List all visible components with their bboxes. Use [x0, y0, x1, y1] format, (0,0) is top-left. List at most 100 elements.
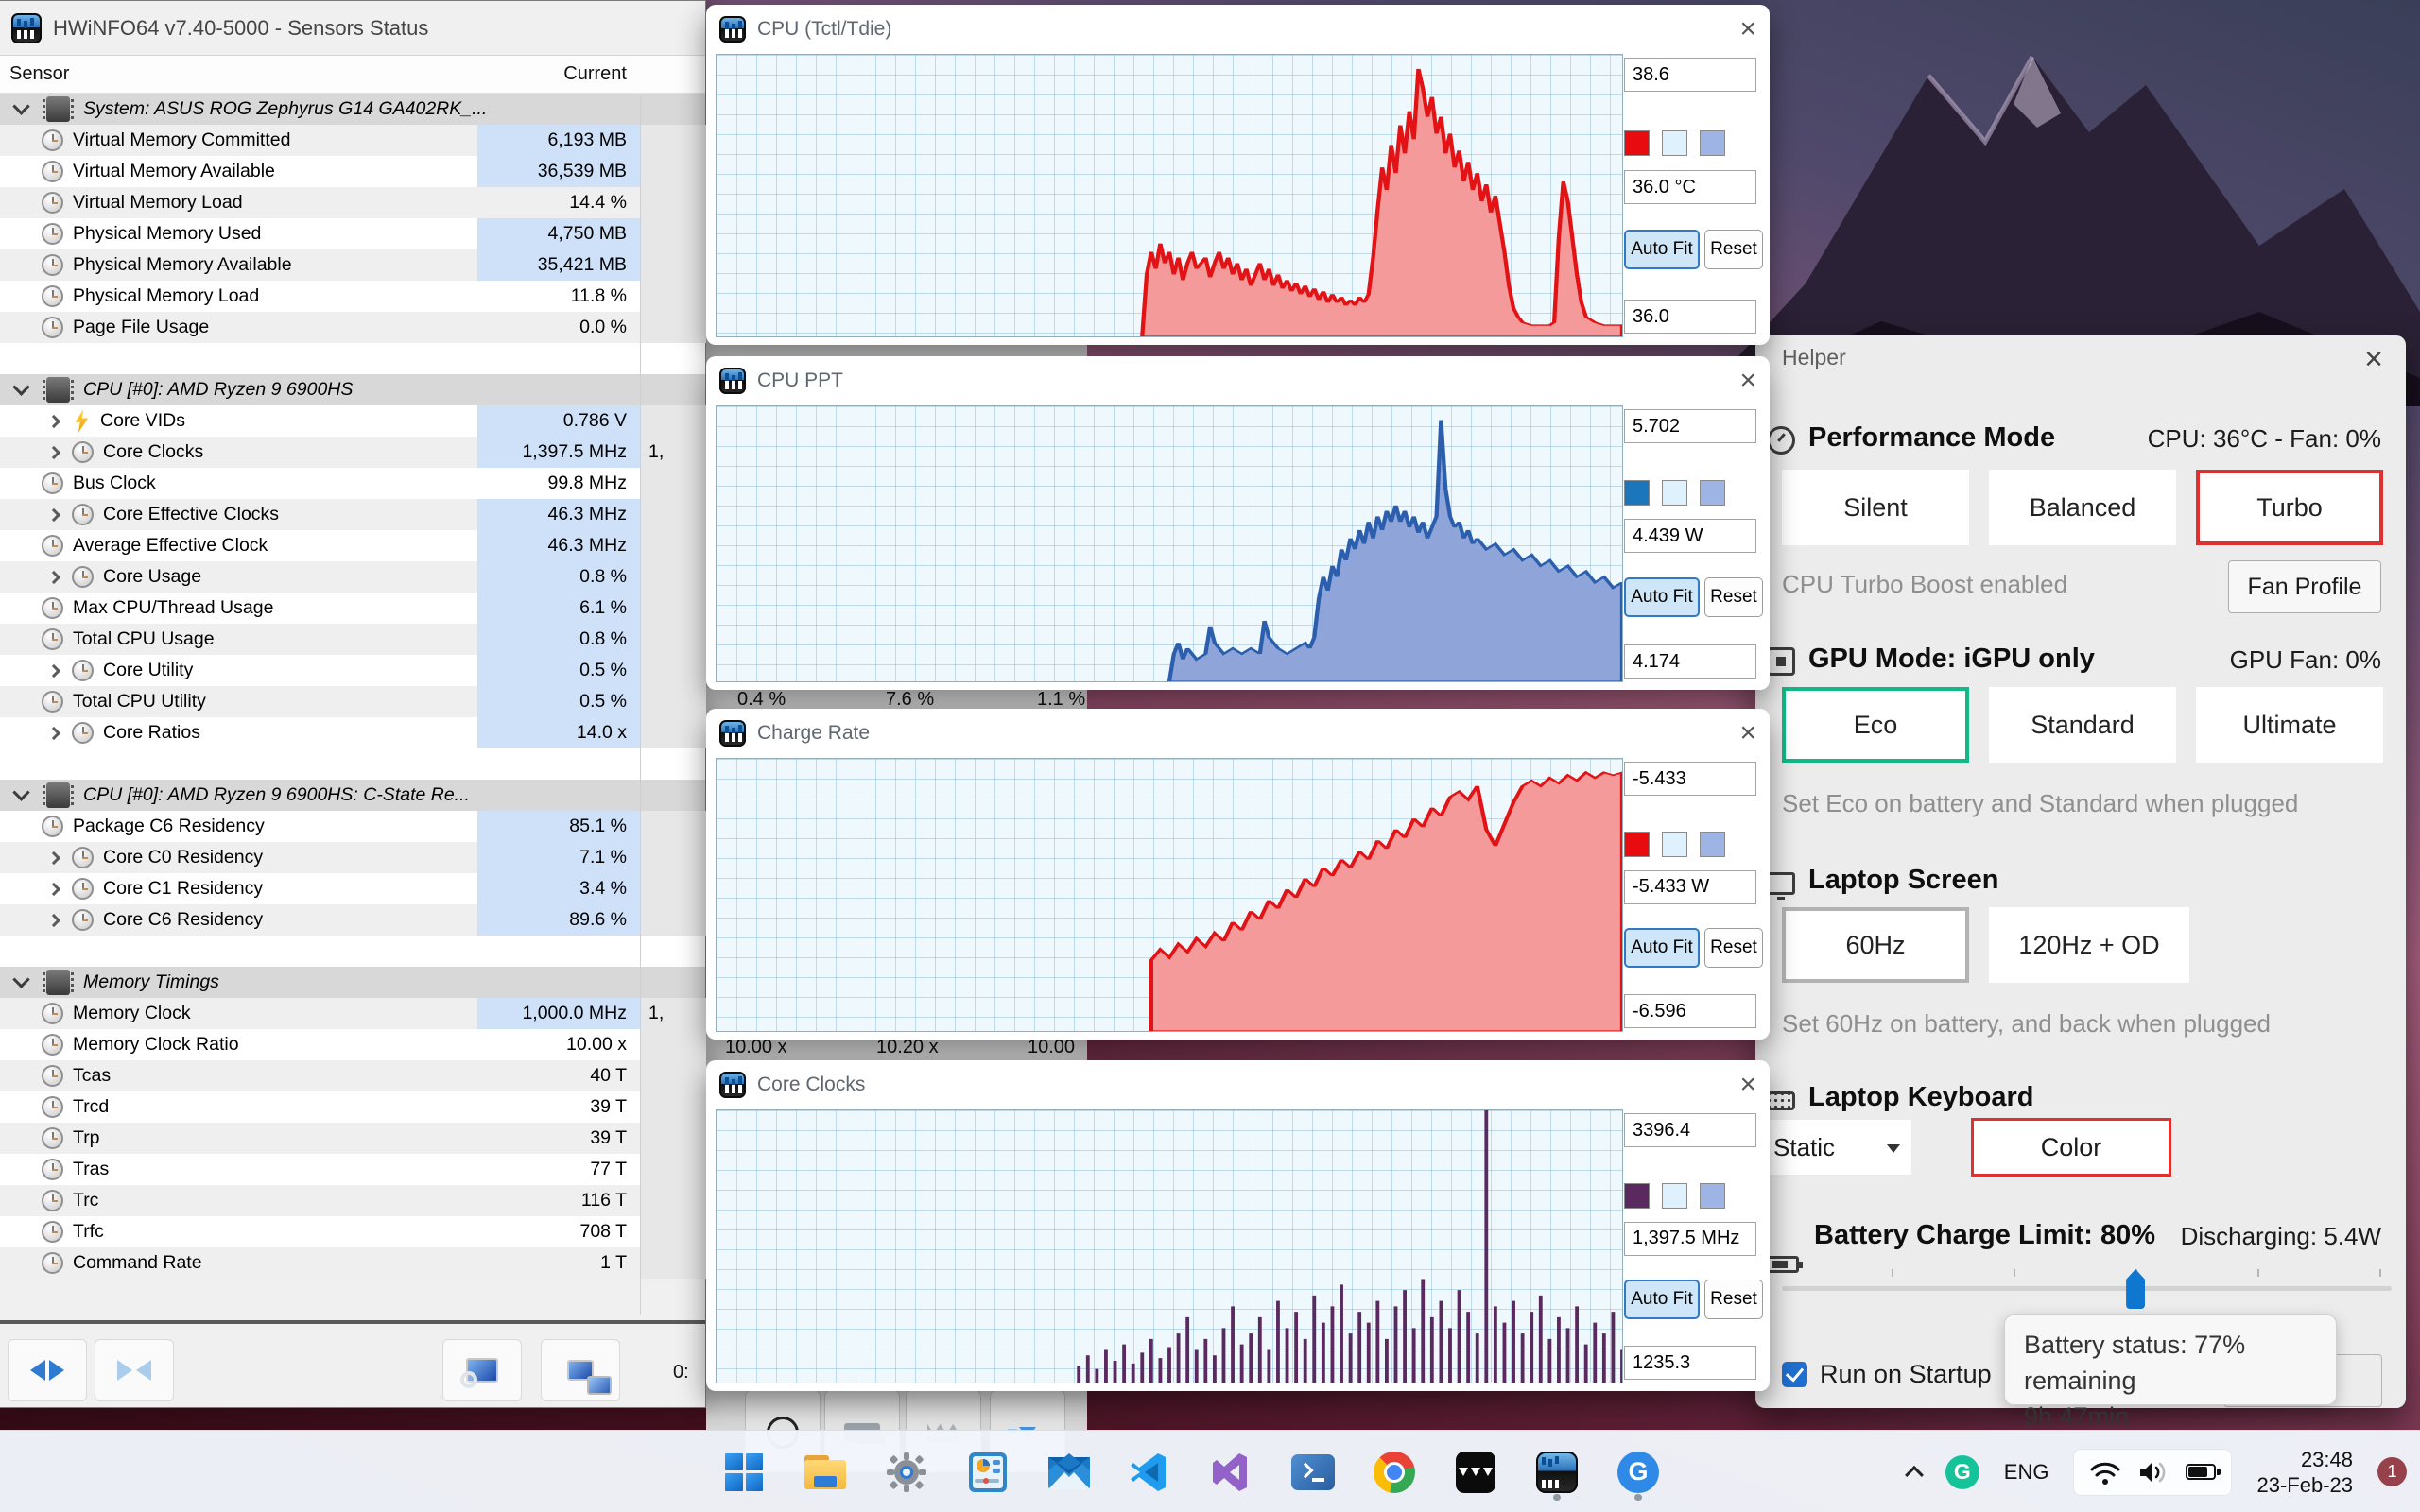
chevron-right-icon[interactable]: [46, 850, 61, 865]
chevron-right-icon[interactable]: [46, 414, 61, 428]
sensor-group-row[interactable]: Memory Timings: [0, 967, 705, 998]
auto-fit-button[interactable]: Auto Fit: [1624, 1279, 1700, 1319]
background-color-swatch[interactable]: [1662, 480, 1687, 507]
taskbar-chrome[interactable]: [1372, 1443, 1417, 1502]
auto-fit-button[interactable]: Auto Fit: [1624, 230, 1700, 269]
sensor-row[interactable]: Total CPU Utility 0.5 %: [0, 686, 706, 717]
chevron-right-icon[interactable]: [46, 882, 61, 896]
gpu-eco-button[interactable]: Eco: [1782, 687, 1969, 763]
sensor-row[interactable]: Virtual Memory Load 14.4 %: [0, 187, 706, 218]
background-color-swatch[interactable]: [1662, 832, 1687, 858]
sensor-row[interactable]: Core Utility 0.5 %: [0, 655, 706, 686]
reset-button[interactable]: Reset: [1704, 230, 1763, 269]
fan-profile-button[interactable]: Fan Profile: [2228, 560, 2381, 613]
column-header-current[interactable]: Current: [563, 63, 627, 84]
column-header-sensor[interactable]: Sensor: [9, 63, 70, 84]
battery-limit-slider[interactable]: [1782, 1267, 2392, 1309]
notification-badge[interactable]: 1: [2377, 1457, 2407, 1486]
taskbar-file-explorer[interactable]: [803, 1443, 848, 1502]
reset-button[interactable]: Reset: [1704, 1279, 1763, 1319]
sensor-row[interactable]: Bus Clock 99.8 MHz: [0, 468, 706, 499]
language-indicator[interactable]: ENG: [2003, 1459, 2049, 1484]
sensor-row[interactable]: Page File Usage 0.0 %: [0, 312, 706, 343]
chevron-right-icon[interactable]: [46, 445, 61, 459]
grid-color-swatch[interactable]: [1700, 480, 1725, 507]
remote-monitoring-button[interactable]: [541, 1339, 620, 1401]
sensor-row[interactable]: Max CPU/Thread Usage 6.1 %: [0, 593, 706, 624]
taskbar-vscode[interactable]: [1128, 1443, 1173, 1502]
sensor-group-row[interactable]: System: ASUS ROG Zephyrus G14 GA402RK_..…: [0, 94, 705, 125]
taskbar-hwinfo[interactable]: [1534, 1443, 1580, 1502]
series-color-swatch[interactable]: [1624, 1183, 1650, 1210]
sensor-row[interactable]: Virtual Memory Committed 6,193 MB: [0, 125, 706, 156]
taskbar-powershell[interactable]: [1290, 1443, 1336, 1502]
perf-balanced-button[interactable]: Balanced: [1989, 470, 2176, 545]
sensor-row[interactable]: Package C6 Residency 85.1 %: [0, 811, 706, 842]
graph-titlebar[interactable]: Charge Rate ×: [706, 709, 1770, 758]
close-icon[interactable]: ×: [1739, 365, 1756, 396]
close-icon[interactable]: ×: [1739, 1069, 1756, 1100]
series-color-swatch[interactable]: [1624, 130, 1650, 156]
close-icon[interactable]: ×: [2364, 341, 2383, 377]
collapse-columns-button[interactable]: [95, 1339, 174, 1401]
perf-silent-button[interactable]: Silent: [1782, 470, 1969, 545]
sensor-group-row[interactable]: CPU [#0]: AMD Ryzen 9 6900HS: C-State Re…: [0, 780, 705, 811]
sensor-row[interactable]: Tcas 40 T: [0, 1060, 706, 1091]
gpu-ultimate-button[interactable]: Ultimate: [2196, 687, 2383, 763]
graph-titlebar[interactable]: CPU (Tctl/Tdie) ×: [706, 5, 1770, 54]
sensor-row[interactable]: Memory Clock 1,000.0 MHz 1,: [0, 998, 706, 1029]
sensor-row[interactable]: Core Clocks 1,397.5 MHz 1,: [0, 437, 706, 468]
run-on-startup-checkbox[interactable]: [1782, 1362, 1807, 1387]
graph-titlebar[interactable]: CPU PPT ×: [706, 356, 1770, 405]
background-color-swatch[interactable]: [1662, 130, 1687, 156]
series-color-swatch[interactable]: [1624, 480, 1650, 507]
close-icon[interactable]: ×: [1739, 13, 1756, 44]
chevron-right-icon[interactable]: [46, 726, 61, 740]
sensor-row[interactable]: Core C6 Residency 89.6 %: [0, 904, 706, 936]
sensor-row[interactable]: Total CPU Usage 0.8 %: [0, 624, 706, 655]
taskbar-visual-studio[interactable]: [1209, 1443, 1254, 1502]
screen-60hz-button[interactable]: 60Hz: [1782, 907, 1969, 983]
close-icon[interactable]: ×: [1739, 717, 1756, 748]
sensor-row[interactable]: Core Ratios 14.0 x: [0, 717, 706, 748]
tray-chevron-up-icon[interactable]: [1904, 1465, 1924, 1485]
grid-color-swatch[interactable]: [1700, 1183, 1725, 1210]
keyboard-color-button[interactable]: Color: [1971, 1118, 2171, 1177]
keyboard-mode-dropdown[interactable]: Static: [1760, 1120, 1911, 1175]
chevron-down-icon[interactable]: [12, 378, 30, 396]
sensor-group-row[interactable]: CPU [#0]: AMD Ryzen 9 6900HS: [0, 374, 705, 405]
grid-color-swatch[interactable]: [1700, 130, 1725, 156]
chevron-right-icon[interactable]: [46, 663, 61, 678]
sensor-row[interactable]: Average Effective Clock 46.3 MHz: [0, 530, 706, 561]
sensor-row[interactable]: Physical Memory Available 35,421 MB: [0, 249, 706, 281]
chevron-down-icon[interactable]: [12, 971, 30, 988]
grammarly-tray-icon[interactable]: G: [1945, 1454, 1979, 1489]
start-button[interactable]: [721, 1443, 767, 1502]
sensor-row[interactable]: Core Effective Clocks 46.3 MHz: [0, 499, 706, 530]
chevron-down-icon[interactable]: [12, 783, 30, 801]
slider-track[interactable]: [1782, 1286, 2392, 1291]
sensor-row[interactable]: Virtual Memory Available 36,539 MB: [0, 156, 706, 187]
sensor-row[interactable]: Physical Memory Load 11.8 %: [0, 281, 706, 312]
sensor-row[interactable]: Core VIDs 0.786 V: [0, 405, 706, 437]
monitor-zoom-button[interactable]: [442, 1339, 522, 1401]
chevron-right-icon[interactable]: [46, 913, 61, 927]
gpu-standard-button[interactable]: Standard: [1989, 687, 2176, 763]
slider-thumb[interactable]: [2126, 1269, 2146, 1309]
sensor-row[interactable]: Memory Clock Ratio 10.00 x: [0, 1029, 706, 1060]
sensor-row[interactable]: Trfc 708 T: [0, 1216, 706, 1247]
taskbar-settings[interactable]: [884, 1443, 929, 1502]
sensor-row[interactable]: Physical Memory Used 4,750 MB: [0, 218, 706, 249]
sensor-row[interactable]: Trp 39 T: [0, 1123, 706, 1154]
sensor-row[interactable]: Trcd 39 T: [0, 1091, 706, 1123]
sensor-row[interactable]: Command Rate 1 T: [0, 1247, 706, 1279]
taskbar-black-utility-app[interactable]: [1453, 1443, 1498, 1502]
chevron-down-icon[interactable]: [12, 97, 30, 115]
sensor-row[interactable]: Core C0 Residency 7.1 %: [0, 842, 706, 873]
taskbar-task-manager[interactable]: [965, 1443, 1011, 1502]
sensor-row[interactable]: Core Usage 0.8 %: [0, 561, 706, 593]
background-color-swatch[interactable]: [1662, 1183, 1687, 1210]
sensor-row[interactable]: Core C1 Residency 3.4 %: [0, 873, 706, 904]
grid-color-swatch[interactable]: [1700, 832, 1725, 858]
sensor-row[interactable]: Tras 77 T: [0, 1154, 706, 1185]
